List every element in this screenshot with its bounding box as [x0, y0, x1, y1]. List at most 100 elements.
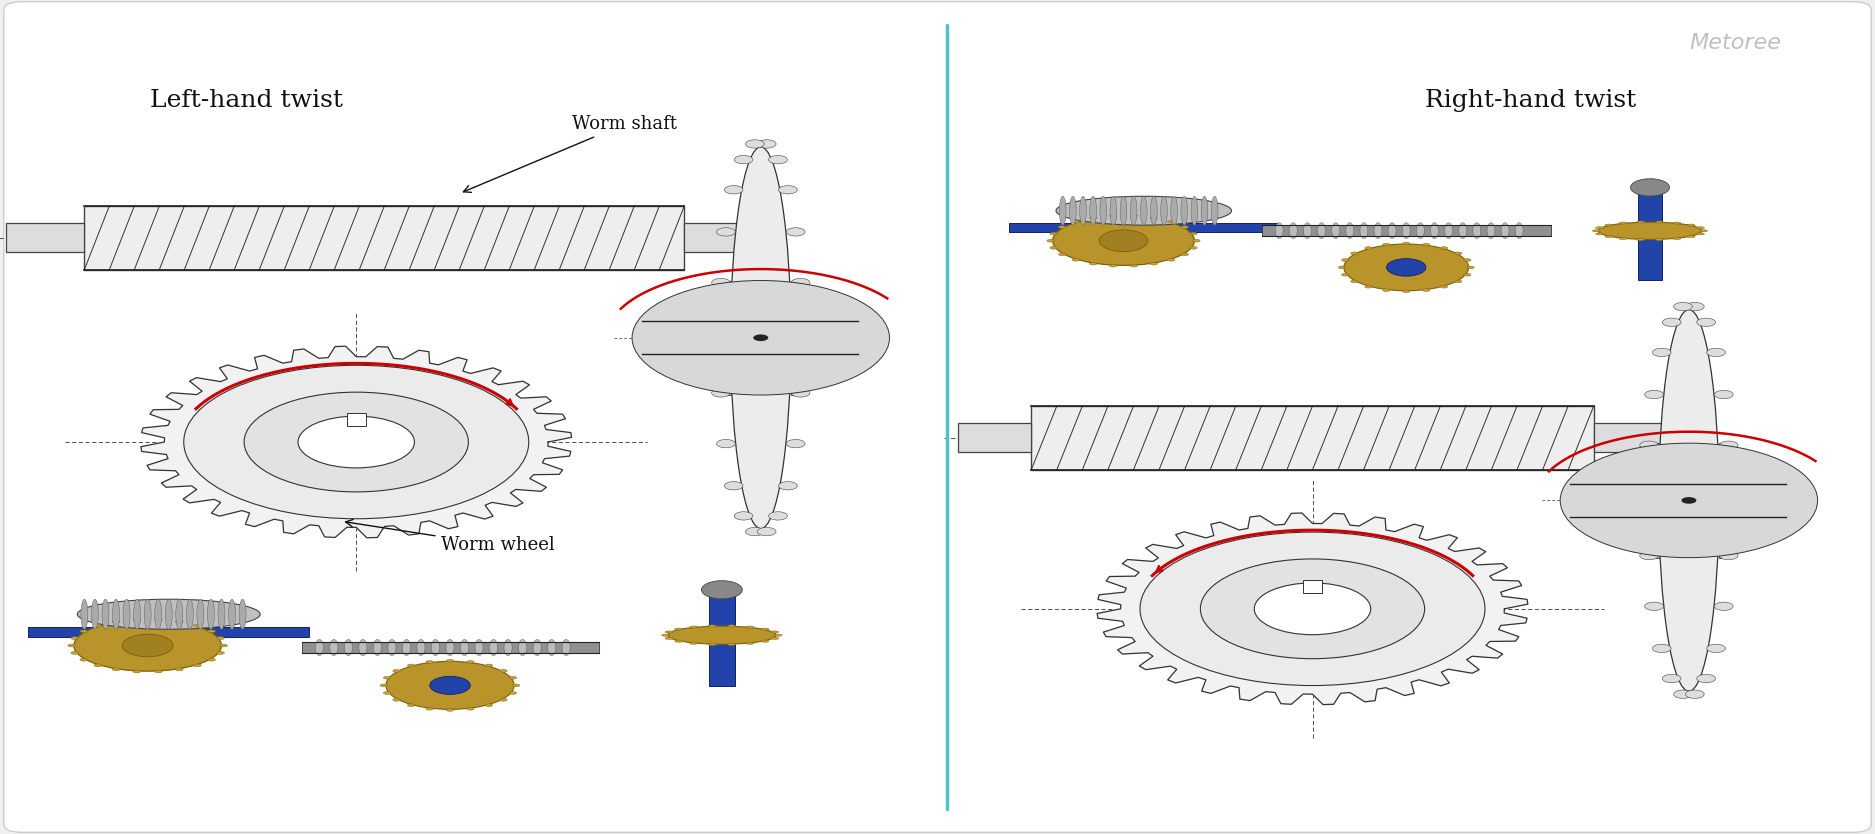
Ellipse shape [81, 600, 88, 630]
Ellipse shape [426, 707, 433, 710]
Bar [641, 321, 859, 354]
Ellipse shape [675, 641, 682, 642]
Circle shape [1697, 318, 1716, 326]
Ellipse shape [1181, 253, 1189, 256]
Ellipse shape [208, 658, 216, 661]
Ellipse shape [345, 640, 352, 656]
Ellipse shape [218, 600, 225, 630]
Circle shape [1652, 349, 1671, 357]
Circle shape [1674, 690, 1693, 698]
Ellipse shape [81, 630, 88, 633]
Ellipse shape [510, 676, 518, 679]
Ellipse shape [1059, 226, 1065, 229]
Ellipse shape [1596, 233, 1603, 235]
Ellipse shape [1149, 217, 1157, 219]
Ellipse shape [1502, 223, 1509, 239]
Ellipse shape [1170, 196, 1178, 225]
Circle shape [711, 334, 729, 342]
Ellipse shape [1131, 264, 1138, 267]
Ellipse shape [1050, 247, 1057, 249]
Circle shape [1388, 259, 1427, 276]
Ellipse shape [1656, 239, 1663, 241]
Ellipse shape [68, 644, 75, 647]
Circle shape [746, 140, 765, 148]
Ellipse shape [662, 634, 669, 636]
Ellipse shape [1515, 223, 1522, 239]
Ellipse shape [1382, 289, 1389, 291]
Ellipse shape [1431, 223, 1438, 239]
Ellipse shape [728, 625, 735, 627]
Ellipse shape [1089, 263, 1097, 265]
Bar [684, 224, 763, 252]
Ellipse shape [1374, 223, 1382, 239]
Ellipse shape [467, 707, 474, 710]
Ellipse shape [1656, 221, 1663, 223]
Circle shape [791, 389, 810, 397]
Ellipse shape [1072, 259, 1080, 261]
Ellipse shape [392, 670, 399, 672]
Circle shape [724, 481, 742, 490]
Circle shape [1706, 349, 1725, 357]
Ellipse shape [467, 661, 474, 663]
Ellipse shape [1350, 252, 1358, 254]
Ellipse shape [165, 600, 172, 630]
Ellipse shape [1110, 214, 1118, 217]
Ellipse shape [94, 664, 101, 666]
Ellipse shape [1191, 247, 1196, 249]
Ellipse shape [219, 644, 227, 647]
Ellipse shape [1464, 259, 1472, 261]
Ellipse shape [112, 668, 120, 671]
Ellipse shape [501, 698, 508, 701]
Ellipse shape [1110, 196, 1118, 225]
Ellipse shape [1474, 223, 1481, 239]
Ellipse shape [461, 640, 469, 656]
Ellipse shape [1605, 224, 1612, 226]
Ellipse shape [154, 618, 163, 621]
Ellipse shape [1072, 220, 1080, 223]
Ellipse shape [1181, 226, 1189, 229]
Ellipse shape [746, 642, 754, 645]
Ellipse shape [1365, 247, 1372, 249]
Bar [302, 642, 598, 653]
Circle shape [1140, 532, 1485, 686]
Ellipse shape [73, 620, 221, 671]
Ellipse shape [1598, 222, 1702, 239]
Ellipse shape [386, 661, 514, 710]
Ellipse shape [1402, 290, 1410, 293]
Circle shape [1663, 675, 1682, 683]
Circle shape [786, 440, 804, 448]
Ellipse shape [1659, 309, 1719, 691]
Ellipse shape [1699, 230, 1708, 232]
Ellipse shape [1697, 227, 1704, 229]
Circle shape [632, 280, 889, 395]
Ellipse shape [1202, 196, 1208, 225]
Polygon shape [141, 346, 572, 538]
Circle shape [1719, 551, 1738, 560]
Ellipse shape [728, 643, 735, 646]
Ellipse shape [486, 704, 493, 706]
Ellipse shape [709, 625, 716, 627]
Bar [718, 280, 731, 395]
Bar [791, 280, 804, 395]
Ellipse shape [675, 628, 682, 631]
Ellipse shape [512, 684, 519, 686]
Circle shape [1719, 441, 1738, 450]
Circle shape [1631, 178, 1669, 196]
Ellipse shape [731, 147, 791, 529]
Ellipse shape [1464, 274, 1472, 276]
Circle shape [1721, 496, 1740, 505]
Circle shape [793, 334, 812, 342]
Ellipse shape [1672, 238, 1680, 239]
Ellipse shape [1382, 244, 1389, 246]
Ellipse shape [1346, 223, 1354, 239]
Ellipse shape [761, 641, 769, 642]
Ellipse shape [1592, 230, 1601, 232]
Ellipse shape [133, 618, 141, 621]
Ellipse shape [446, 660, 454, 662]
Ellipse shape [373, 640, 381, 656]
Ellipse shape [218, 636, 225, 640]
Ellipse shape [548, 640, 555, 656]
Circle shape [791, 279, 810, 287]
Ellipse shape [1161, 196, 1168, 225]
Bar [1639, 188, 1663, 279]
